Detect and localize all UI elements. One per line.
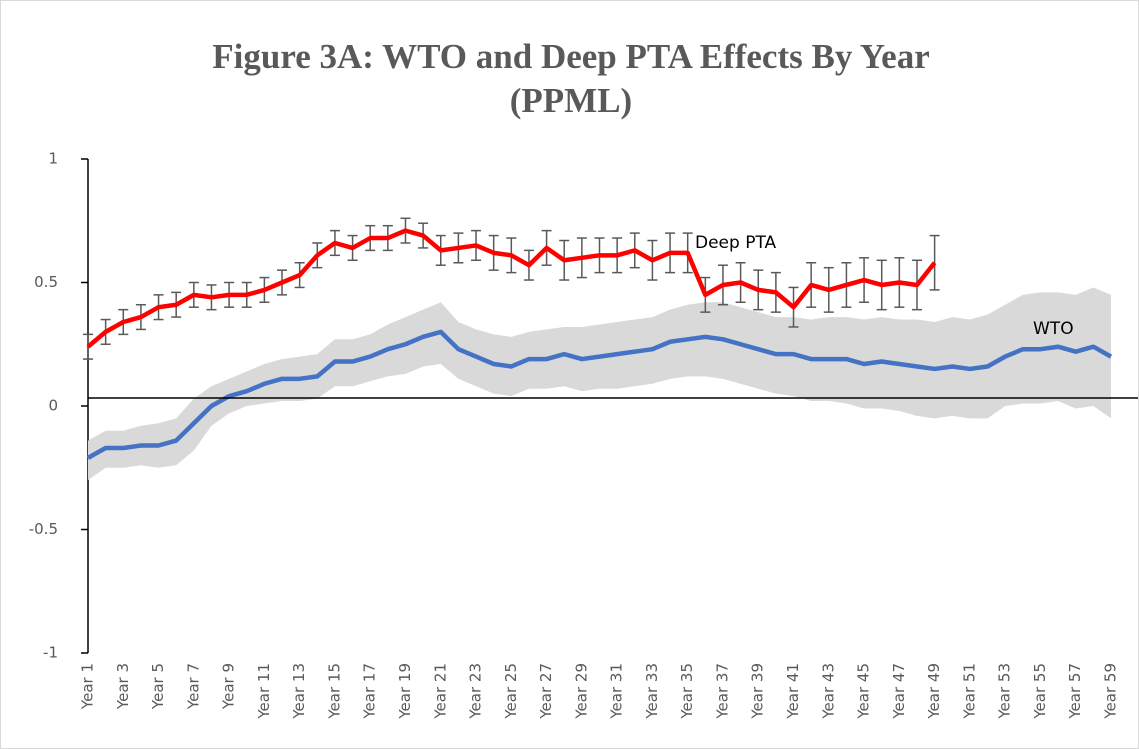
- x-tick-label: Year 7: [184, 663, 202, 710]
- y-tick-label: -0.5: [29, 520, 58, 538]
- x-tick-label: Year 53: [996, 663, 1014, 720]
- x-tick-label: Year 5: [149, 663, 167, 710]
- x-tick-label: Year 1: [79, 663, 97, 710]
- chart-title: Figure 3A: WTO and Deep PTA Effects By Y…: [212, 37, 930, 120]
- x-tick-label: Year 59: [1102, 663, 1120, 720]
- x-tick-label: Year 43: [819, 663, 837, 720]
- x-tick-label: Year 19: [396, 663, 414, 720]
- y-tick-label: -1: [43, 644, 58, 662]
- x-tick-label: Year 57: [1066, 663, 1084, 720]
- x-tick-label: Year 47: [890, 663, 908, 720]
- x-tick-label: Year 21: [431, 663, 449, 720]
- x-tick-label: Year 13: [290, 663, 308, 720]
- x-tick-label: Year 51: [960, 663, 978, 720]
- series-line: [86, 228, 937, 349]
- y-tick-label: 1: [48, 150, 58, 168]
- x-tick-label: Year 33: [643, 663, 661, 720]
- x-tick-label: Year 11: [255, 663, 273, 720]
- x-tick-label: Year 39: [749, 663, 767, 720]
- x-tick-label: Year 23: [467, 663, 485, 720]
- y-tick-label: 0: [48, 397, 58, 415]
- x-tick-label: Year 29: [572, 663, 590, 720]
- series-label: WTO: [1033, 319, 1074, 339]
- series-label: Deep PTA: [695, 233, 777, 253]
- x-tick-label: Year 15: [325, 663, 343, 720]
- x-tick-label: Year 9: [220, 663, 238, 710]
- x-tick-label: Year 25: [502, 663, 520, 720]
- x-tick-label: Year 31: [608, 663, 626, 720]
- x-tick-label: Year 55: [1031, 663, 1049, 720]
- series-line: [86, 329, 1113, 460]
- x-tick-label: Year 3: [114, 663, 132, 710]
- x-tick-label: Year 17: [361, 663, 379, 720]
- x-tick-label: Year 35: [678, 663, 696, 720]
- confidence-band: [88, 287, 1111, 481]
- x-tick-label: Year 49: [925, 663, 943, 720]
- x-tick-label: Year 27: [537, 663, 555, 720]
- y-tick-label: 0.5: [34, 273, 58, 291]
- x-tick-label: Year 41: [784, 663, 802, 720]
- x-tick-label: Year 45: [855, 663, 873, 720]
- x-tick-label: Year 37: [713, 663, 731, 720]
